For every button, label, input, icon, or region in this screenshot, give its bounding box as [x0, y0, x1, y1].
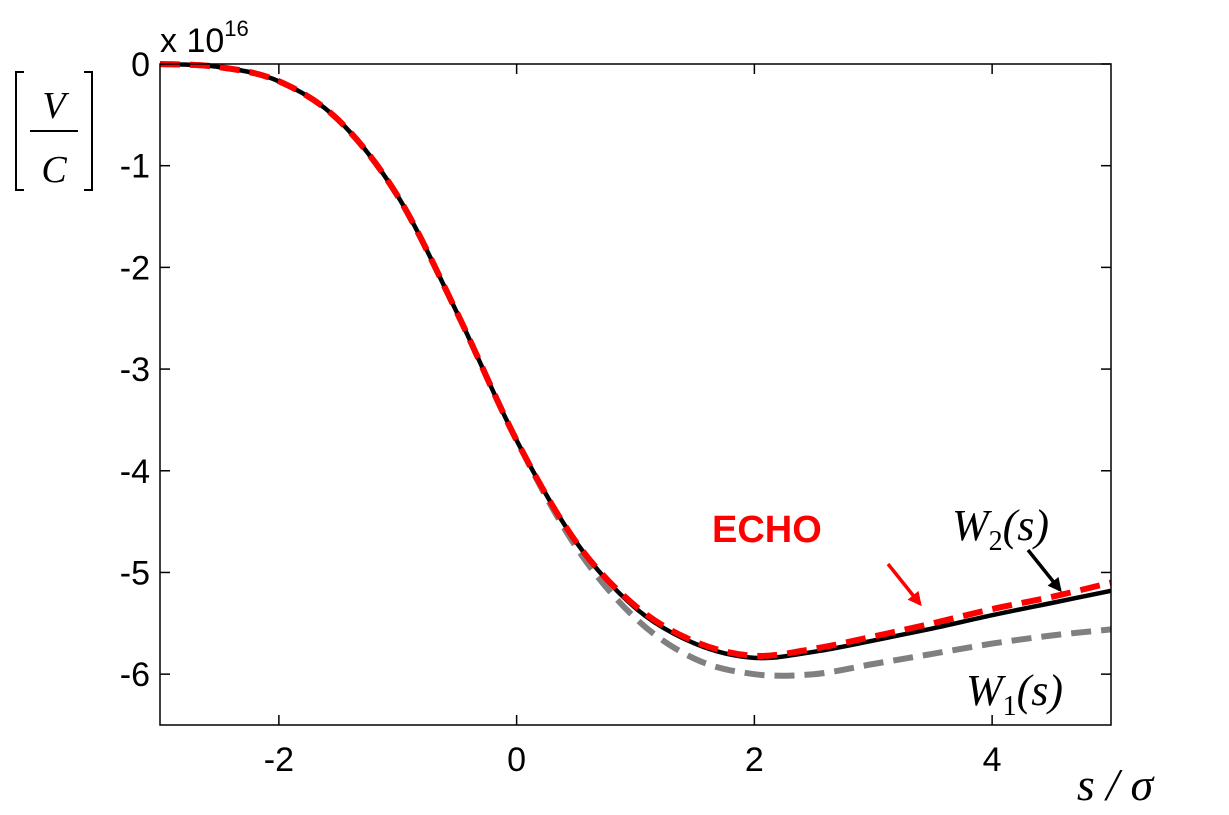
annotation-w2-arrow — [1026, 548, 1062, 593]
x-tick-label: 0 — [507, 741, 526, 779]
y-tick-label: -6 — [120, 656, 150, 694]
plot-area — [160, 64, 1111, 725]
y-label-numerator: V — [42, 85, 69, 127]
y-tick-label: -3 — [120, 351, 150, 389]
y-tick-label: -4 — [120, 453, 150, 491]
x-tick-label: 2 — [745, 741, 764, 779]
annotation-w1-label: W1(s) — [966, 666, 1063, 722]
x-tick-label: -2 — [264, 741, 294, 779]
annotation-echo-arrow — [886, 562, 922, 607]
y-label-denominator: C — [41, 149, 67, 191]
ticks-layer: -2 0 2 4 0 -1 -2 -3 -4 -5 -6 — [120, 46, 1111, 779]
y-tick-label: -5 — [120, 554, 150, 592]
annotation-w2-label: W2(s) — [952, 501, 1049, 557]
x-axis-label: s / σ — [1077, 759, 1156, 810]
y-multiplier-exponent: 16 — [224, 16, 248, 41]
plot-frame — [159, 63, 1112, 726]
y-axis-label: V C — [15, 71, 93, 191]
y-label-right-bracket — [84, 71, 93, 191]
y-tick-label: 0 — [131, 46, 150, 84]
series-line-echo — [159, 61, 1112, 659]
y-label-left-bracket — [15, 71, 24, 191]
series-layer — [159, 61, 1112, 679]
annotation-echo-label: ECHO — [712, 509, 822, 551]
y-tick-label: -1 — [120, 148, 150, 186]
y-multiplier: x 1016 — [160, 16, 249, 60]
x-tick-label: 4 — [983, 741, 1002, 779]
y-tick-label: -2 — [120, 249, 150, 287]
